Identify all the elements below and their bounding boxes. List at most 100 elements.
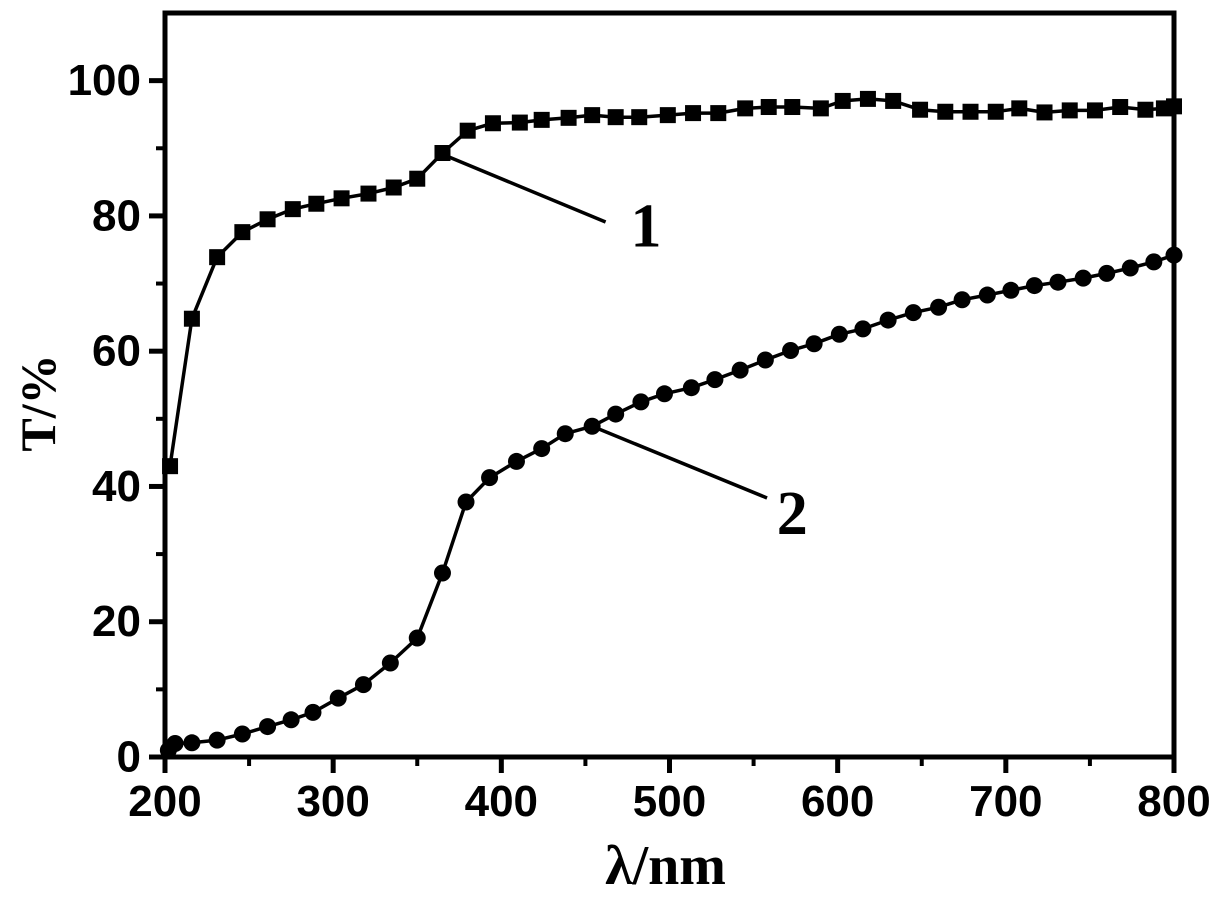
- series-1-line: [168, 97, 1175, 467]
- series-1-square-marker: [1086, 102, 1103, 119]
- series-1-square-marker: [584, 107, 601, 124]
- series-2-circle-marker: [507, 452, 525, 470]
- series-2-circle-marker: [329, 689, 347, 707]
- series-2-circle-marker: [433, 564, 451, 582]
- series-2-circle-marker: [166, 734, 184, 752]
- series-2-circle-marker: [682, 379, 700, 397]
- series-1-square-marker: [912, 101, 929, 118]
- series-2-circle-marker: [930, 298, 948, 316]
- series-1-square-marker: [1036, 104, 1053, 121]
- series-1-square-marker: [360, 185, 377, 202]
- series-2-circle-marker: [208, 731, 226, 749]
- series-2-circle-marker: [655, 385, 673, 403]
- series-1-square-marker: [162, 458, 179, 475]
- y-axis-tick-label: 100: [68, 56, 141, 105]
- series-1-square-marker: [511, 114, 528, 131]
- series-1-square-marker: [234, 224, 251, 241]
- x-axis-tick-label: 700: [969, 777, 1042, 826]
- series-2-circle-marker: [782, 342, 800, 360]
- y-axis-tick-label: 20: [92, 597, 141, 646]
- series-1-square-marker: [385, 179, 402, 196]
- series-1-square-marker: [209, 249, 226, 266]
- series-1-square-marker: [1011, 100, 1028, 117]
- series-2-circle-marker: [706, 371, 724, 389]
- series-2-circle-marker: [408, 629, 426, 647]
- series-2-circle-marker: [1025, 277, 1043, 295]
- series-1-square-marker: [484, 115, 501, 132]
- series-1-square-marker: [962, 103, 979, 120]
- series-2-circle-marker: [282, 711, 300, 729]
- y-axis-tick-label: 60: [92, 327, 141, 376]
- series-2-circle-marker: [830, 325, 848, 343]
- series-2-circle-marker: [183, 734, 201, 752]
- series-1-square-marker: [1137, 101, 1154, 118]
- annotation-2-label: 2: [777, 480, 808, 548]
- series-1-square-marker: [284, 201, 301, 218]
- series-2-circle-marker: [978, 286, 996, 304]
- series-2-circle-marker: [1049, 273, 1067, 291]
- annotation-1-label: 1: [630, 193, 661, 261]
- x-axis-tick-label: 500: [633, 777, 706, 826]
- series-2-circle-marker: [583, 417, 601, 435]
- series-1-square-marker: [834, 92, 851, 109]
- series-1-square-marker: [659, 107, 676, 124]
- series-1-square-marker: [409, 170, 426, 187]
- series-1-square-marker: [737, 100, 754, 117]
- x-axis-tick-label: 400: [465, 777, 538, 826]
- series-2-circle-marker: [904, 304, 922, 322]
- x-axis-tick-label: 200: [128, 777, 201, 826]
- series-1-square-marker: [937, 103, 954, 120]
- series-1-square-marker: [533, 111, 550, 128]
- series-2-circle-marker: [233, 725, 251, 743]
- series-2-circle-marker: [632, 393, 650, 411]
- series-1-square-marker: [1061, 102, 1078, 119]
- series-1-square-marker: [560, 109, 577, 126]
- y-axis-tick-label: 0: [117, 733, 141, 782]
- x-axis-tick-label: 300: [296, 777, 369, 826]
- series-1-square-marker: [1166, 98, 1182, 115]
- series-1-square-marker: [308, 195, 325, 212]
- annotation-1-leader-line: [443, 153, 607, 224]
- series-1-square-marker: [259, 211, 276, 228]
- series-1-square-marker: [631, 109, 648, 126]
- series-1-square-marker: [987, 103, 1004, 120]
- series-1-square-marker: [760, 99, 777, 116]
- series-1-square-marker: [859, 90, 876, 107]
- series-1-square-marker: [607, 109, 624, 126]
- series-1-square-marker: [1112, 99, 1129, 116]
- series-1-square-marker: [459, 122, 476, 139]
- series-2-circle-marker: [533, 440, 551, 458]
- y-axis-tick-label: 40: [92, 462, 141, 511]
- series-2-circle-marker: [1074, 269, 1092, 287]
- series-1-square-marker: [685, 105, 702, 122]
- series-2-circle-marker: [381, 654, 399, 672]
- series-2-circle-marker: [354, 676, 372, 694]
- series-2-circle-marker: [1165, 246, 1183, 264]
- series-2-circle-marker: [1002, 281, 1020, 299]
- x-axis-tick-label: 600: [801, 777, 874, 826]
- series-2-circle-marker: [731, 361, 749, 379]
- plot-frame: [162, 10, 1177, 760]
- x-axis-title: λ/nm: [605, 835, 726, 897]
- y-axis-title: T/%: [10, 354, 66, 451]
- series-2-circle-marker: [879, 311, 897, 329]
- series-1-square-marker: [434, 145, 451, 162]
- series-2-circle-marker: [854, 320, 872, 338]
- x-axis-tick-label: 800: [1137, 777, 1210, 826]
- series-2-circle-marker: [953, 291, 971, 309]
- series-2-circle-marker: [304, 703, 322, 721]
- series-1-square-marker: [784, 99, 801, 116]
- series-2-circle-marker: [756, 351, 774, 369]
- series-2-circle-marker: [1145, 253, 1163, 271]
- series-1-square-marker: [710, 105, 727, 122]
- series-2-circle-marker: [259, 718, 277, 736]
- series-1-square-marker: [333, 190, 350, 207]
- series-2-line: [167, 253, 1175, 752]
- series-1-square-marker: [885, 92, 902, 109]
- series-2-circle-marker: [457, 493, 475, 511]
- series-2-circle-marker: [481, 469, 499, 487]
- y-axis-tick-label: 80: [92, 191, 141, 240]
- series-1-square-marker: [183, 310, 200, 327]
